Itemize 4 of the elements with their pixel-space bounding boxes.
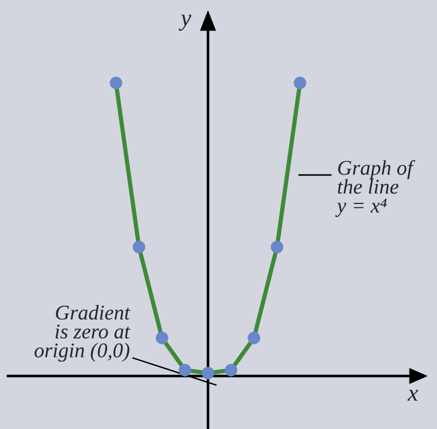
- x-axis-title: x: [407, 390, 418, 401]
- y-axis-title: y: [178, 14, 192, 31]
- annotation: Gradient is zero at origin (0,0): [34, 305, 130, 362]
- text: Graph of the line y = x⁴: [335, 160, 416, 217]
